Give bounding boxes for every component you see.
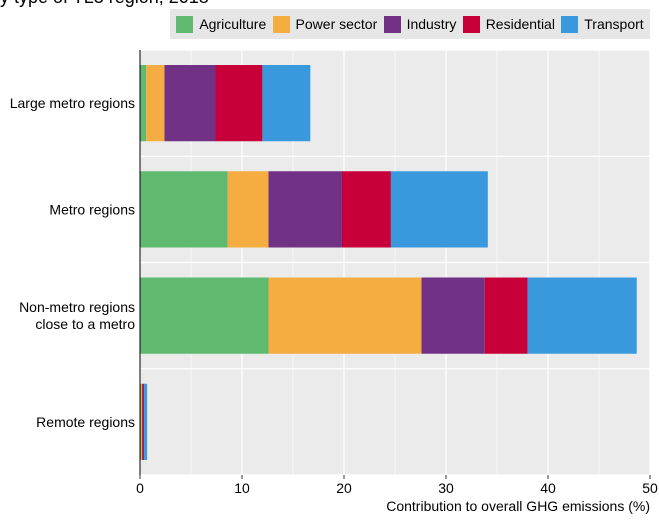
legend-swatch — [176, 15, 194, 33]
bar-segment — [268, 171, 342, 248]
bar-segment — [390, 171, 488, 248]
x-tick-label: 40 — [540, 480, 556, 496]
bar-segment — [268, 277, 422, 354]
chart-legend: Agriculture Power sector Industry Residenti… — [170, 9, 650, 39]
legend-item: Power sector — [272, 15, 378, 33]
category-label: Metro regions — [49, 201, 135, 217]
legend-swatch — [272, 15, 290, 33]
bar-segment — [341, 171, 391, 248]
bar-segment — [140, 277, 269, 354]
x-tick-label: 0 — [136, 480, 144, 496]
bar-segment — [227, 171, 269, 248]
legend-item: Agriculture — [176, 15, 267, 33]
bar-segment — [140, 171, 228, 248]
x-axis-title: Contribution to overall GHG emissions (%… — [386, 498, 650, 514]
x-tick-label: 50 — [642, 480, 658, 496]
bar-segment — [143, 383, 145, 460]
legend-item: Industry — [383, 15, 457, 33]
bar-segment — [142, 383, 144, 460]
bar-segment — [421, 277, 485, 354]
category-label: Large metro regions — [10, 95, 135, 111]
x-tick-label: 30 — [438, 480, 454, 496]
legend-label: Power sector — [295, 16, 378, 32]
bar-segment — [215, 65, 263, 142]
bar-segment — [484, 277, 528, 354]
x-tick-label: 10 — [234, 480, 250, 496]
legend-label: Industry — [406, 16, 457, 32]
legend-item: Residential — [462, 15, 555, 33]
category-label: Non-metro regions close to a metro — [19, 299, 135, 332]
bar-segment — [527, 277, 637, 354]
category-label-line: close to a metro — [35, 316, 135, 332]
legend-label: Transport — [584, 16, 644, 32]
bar-segment — [164, 65, 216, 142]
legend-swatch — [462, 15, 480, 33]
category-label-line: Remote regions — [36, 414, 135, 430]
bar-segment — [141, 383, 143, 460]
category-label: Remote regions — [36, 414, 135, 430]
bar-segment — [144, 383, 148, 460]
legend-swatch — [561, 15, 579, 33]
legend-item: Transport — [561, 15, 644, 33]
bar-segment — [262, 65, 311, 142]
chart-title-fragment: y type of TL3 region, 2018 — [0, 0, 209, 8]
category-label-line: Metro regions — [49, 201, 135, 217]
bar-segment — [140, 65, 147, 142]
legend-label: Residential — [485, 16, 555, 32]
category-label-line: Non-metro regions — [19, 299, 135, 315]
category-label-line: Large metro regions — [10, 95, 135, 111]
x-tick-label: 20 — [336, 480, 352, 496]
bar-segment — [140, 383, 142, 460]
bar-segment — [146, 65, 165, 142]
legend-label: Agriculture — [199, 16, 267, 32]
legend-swatch — [383, 15, 401, 33]
